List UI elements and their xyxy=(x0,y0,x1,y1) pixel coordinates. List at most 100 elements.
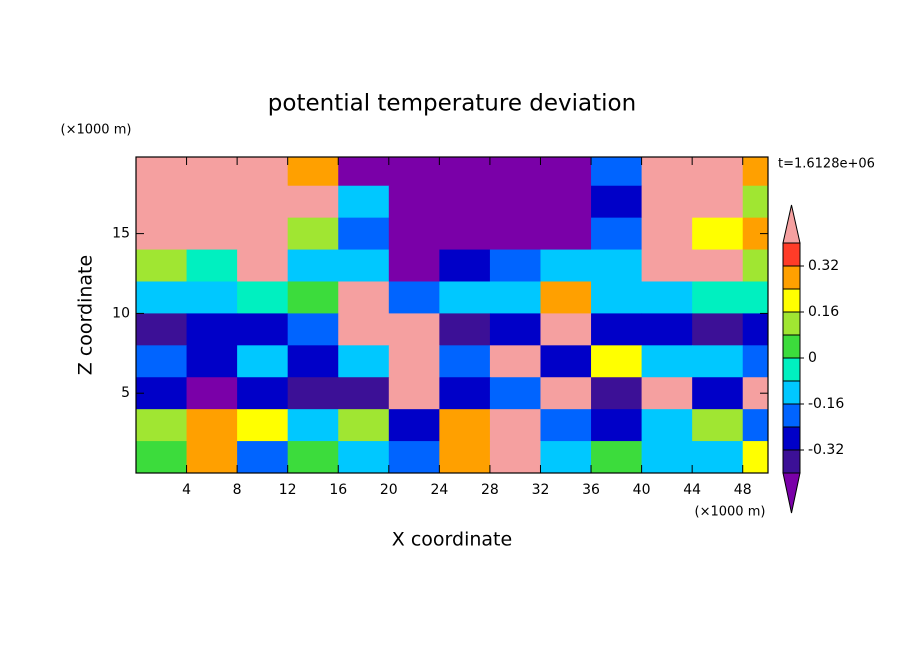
contour-cell xyxy=(489,157,541,187)
contour-cell xyxy=(439,157,491,187)
contour-cell xyxy=(136,217,188,251)
colorbar-band xyxy=(782,380,801,405)
colorbar-band xyxy=(782,357,801,382)
contour-cell xyxy=(338,281,390,314)
contour-cell xyxy=(287,345,339,378)
contour-cell xyxy=(186,185,238,219)
contour-cell xyxy=(540,441,592,473)
contour-cell xyxy=(338,185,390,219)
x-tick-label: 40 xyxy=(633,482,651,498)
contour-cell xyxy=(186,377,238,410)
contour-cell xyxy=(388,409,440,442)
contour-cell xyxy=(388,217,440,251)
contour-cell xyxy=(489,217,541,251)
y-tick-label: 10 xyxy=(112,305,130,321)
contour-field xyxy=(136,157,768,473)
contour-cell xyxy=(742,441,768,473)
y-tick-label: 5 xyxy=(121,385,130,401)
contour-cell xyxy=(287,217,339,251)
colorbar-tick-label: 0 xyxy=(808,350,817,366)
contour-cell xyxy=(439,185,491,219)
x-tick-label: 36 xyxy=(582,482,600,498)
contour-cell xyxy=(186,157,238,187)
contour-cell xyxy=(641,313,693,346)
contour-cell xyxy=(287,185,339,219)
contour-cell xyxy=(388,345,440,378)
contour-cell xyxy=(540,409,592,442)
contour-cell xyxy=(237,185,289,219)
contour-cell xyxy=(641,377,693,410)
contour-cell xyxy=(439,217,491,251)
x-tick-label: 44 xyxy=(683,482,701,498)
y-unit-label: (×1000 m) xyxy=(61,123,132,138)
contour-cell xyxy=(489,185,541,219)
contour-cell xyxy=(591,441,643,473)
contour-cell xyxy=(186,409,238,442)
colorbar-band xyxy=(782,242,801,267)
contour-cell xyxy=(287,157,339,187)
colorbar-band xyxy=(782,288,801,313)
contour-cell xyxy=(641,185,693,219)
colorbar-tick-label: -0.32 xyxy=(808,442,844,458)
contour-cell xyxy=(439,409,491,442)
contour-cell xyxy=(388,157,440,187)
contour-cell xyxy=(388,249,440,282)
y-axis-label: Z coordinate xyxy=(75,255,97,375)
contour-cell xyxy=(742,249,768,282)
contour-cell xyxy=(692,313,744,346)
contour-cell xyxy=(338,217,390,251)
contour-cell xyxy=(287,249,339,282)
contour-cell xyxy=(692,377,744,410)
contour-cell xyxy=(338,409,390,442)
contour-cell xyxy=(136,313,188,346)
contour-cell xyxy=(388,313,440,346)
contour-cell xyxy=(489,345,541,378)
contour-cell xyxy=(287,377,339,410)
x-tick-label: 32 xyxy=(532,482,550,498)
colorbar-band xyxy=(782,311,801,336)
colorbar-band xyxy=(782,403,801,428)
x-tick-label: 8 xyxy=(233,482,242,498)
contour-cell xyxy=(742,281,768,314)
contour-cell xyxy=(591,377,643,410)
contour-cell xyxy=(338,441,390,473)
y-tick-label: 15 xyxy=(112,226,130,242)
contour-cell xyxy=(186,441,238,473)
contour-cell xyxy=(338,377,390,410)
contour-cell xyxy=(287,281,339,314)
x-tick-label: 24 xyxy=(430,482,448,498)
contour-cell xyxy=(489,281,541,314)
contour-cell xyxy=(136,441,188,473)
contour-cell xyxy=(136,185,188,219)
colorbar-low xyxy=(782,472,801,514)
contour-cell xyxy=(641,249,693,282)
contour-cell xyxy=(742,345,768,378)
contour-cell xyxy=(641,441,693,473)
contour-cell xyxy=(237,157,289,187)
contour-cell xyxy=(287,441,339,473)
contour-cell xyxy=(742,185,768,219)
contour-cell xyxy=(136,377,188,410)
x-tick-label: 48 xyxy=(734,482,752,498)
contour-cell xyxy=(186,313,238,346)
contour-cell xyxy=(591,345,643,378)
contour-cell xyxy=(692,185,744,219)
contour-cell xyxy=(136,281,188,314)
contour-cell xyxy=(388,281,440,314)
contour-cell xyxy=(186,249,238,282)
contour-cell xyxy=(237,313,289,346)
contour-cell xyxy=(237,217,289,251)
contour-cell xyxy=(439,345,491,378)
contour-cell xyxy=(136,345,188,378)
contour-cell xyxy=(591,185,643,219)
contour-cell xyxy=(338,157,390,187)
contour-cell xyxy=(237,409,289,442)
contour-cell xyxy=(287,313,339,346)
contour-cell xyxy=(287,409,339,442)
x-unit-label: (×1000 m) xyxy=(695,505,766,520)
contour-cell xyxy=(742,157,768,187)
colorbar-tick-label: -0.16 xyxy=(808,396,844,412)
contour-cell xyxy=(237,281,289,314)
